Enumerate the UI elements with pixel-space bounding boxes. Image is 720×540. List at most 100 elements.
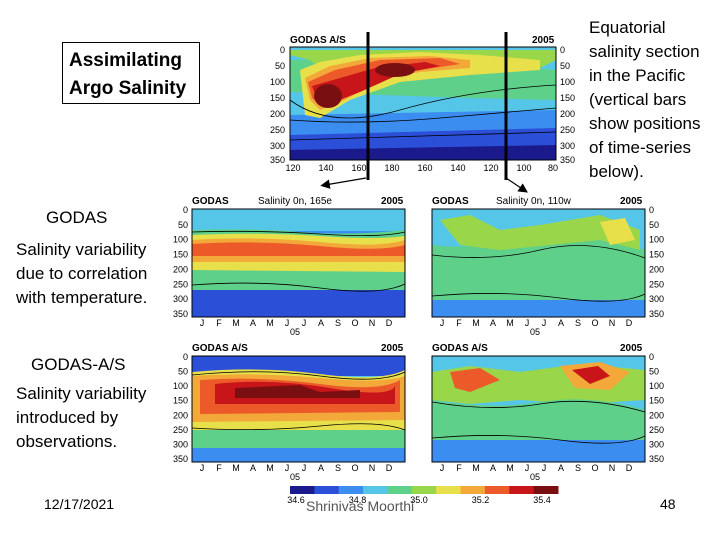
depth-tick-label: 150 <box>649 396 664 406</box>
x-tick-label: 120 <box>285 163 300 173</box>
colorbar-label: 34.8 <box>349 495 367 505</box>
desc-line: Salinity variability <box>16 384 147 403</box>
month-tick-label: F <box>216 318 222 328</box>
month-tick-label: D <box>626 318 633 328</box>
month-tick-label: N <box>609 318 616 328</box>
panel-godas-165e: GODAS Salinity 0n, 165e 2005 <box>191 196 406 318</box>
colorbar-label: 35.2 <box>472 495 490 505</box>
depth-tick-label: 300 <box>173 294 188 304</box>
colorbar-label: 34.6 <box>287 495 305 505</box>
depth-tick-label: 50 <box>649 367 659 377</box>
month-tick-label: A <box>250 463 256 473</box>
depth-tick-label: 350 <box>173 454 188 464</box>
month-tick-label: M <box>472 463 480 473</box>
core-maximum <box>375 63 415 77</box>
panel-label: GODAS A/S <box>432 343 488 354</box>
depth-tick-label: 250 <box>173 279 188 289</box>
depth-tick-label: 200 <box>173 410 188 420</box>
colorbar-swatch <box>509 486 535 494</box>
caption-line: below). <box>589 162 644 181</box>
top-section-plot: GODAS A/S 2005 0 50 100 150 200 250 300 … <box>270 35 575 173</box>
caption-line: Equatorial <box>589 18 666 37</box>
caption-line: show positions <box>589 114 701 133</box>
month-tick-label: D <box>386 318 393 328</box>
contour-line <box>191 371 406 380</box>
month-tick-label: J <box>440 463 445 473</box>
month-tick-label: J <box>302 318 307 328</box>
depth-tick-label: 100 <box>173 235 188 245</box>
month-tick-label: A <box>318 463 324 473</box>
month-tick-label: A <box>558 463 564 473</box>
x-tick-label: 160 <box>351 163 366 173</box>
depth-tick-label: 50 <box>649 220 659 230</box>
slide-title: Assimilating Argo Salinity <box>62 42 200 104</box>
band <box>235 385 360 398</box>
x-tick-label: 140 <box>450 163 465 173</box>
desc-line: due to correlation <box>16 264 148 283</box>
depth-tick-label: 150 <box>173 396 188 406</box>
month-tick-label: M <box>232 463 240 473</box>
arrow-to-165e-panel <box>320 177 367 189</box>
month-tick-label: M <box>506 318 514 328</box>
month-tick-label: S <box>575 318 581 328</box>
panel-year: 2005 <box>620 343 643 354</box>
month-tick-label: S <box>335 318 341 328</box>
month-tick-label: O <box>351 463 358 473</box>
month-tick-label: A <box>490 318 496 328</box>
panel-frame <box>191 208 406 318</box>
page-number: 48 <box>660 496 676 512</box>
month-tick-label: N <box>609 463 616 473</box>
deep-layer <box>192 448 405 462</box>
colorbar-swatch <box>338 486 364 494</box>
contour-line <box>431 293 646 302</box>
month-tick-label: J <box>200 463 205 473</box>
top-y-ticks-left: 0 50 100 150 200 250 300 350 <box>270 45 285 165</box>
y-tick-label: 250 <box>270 125 285 135</box>
depth-tick-label: 300 <box>649 439 664 449</box>
panel-godas-as-110w: GODAS A/S 2005 <box>431 343 646 463</box>
month-tick-label: D <box>386 463 393 473</box>
month-tick-label: O <box>351 318 358 328</box>
month-tick-label: S <box>335 463 341 473</box>
surface-layer <box>192 209 405 231</box>
caption-line: salinity section <box>589 42 700 61</box>
band <box>192 242 405 256</box>
depth-tick-label: 200 <box>173 264 188 274</box>
month-tick-label: F <box>456 463 462 473</box>
panel-godas-110w: GODAS Salinity 0n, 110w 2005 <box>431 196 646 318</box>
depth-tick-label: 50 <box>178 367 188 377</box>
contour-line <box>289 107 557 123</box>
depth-tick-label: 0 <box>183 352 188 362</box>
month-tick-label: M <box>472 318 480 328</box>
month-tick-label: J <box>302 463 307 473</box>
depth-tick-label: 200 <box>649 410 664 420</box>
colorbar-swatch <box>314 486 340 494</box>
contour-line <box>191 282 406 292</box>
slide-author: Shrinivas Moorthi <box>306 498 415 514</box>
month-tick-label: A <box>250 318 256 328</box>
deep-water-band <box>290 145 556 160</box>
month-tick-label: J <box>542 463 547 473</box>
colorbar-label: 35.0 <box>410 495 428 505</box>
y-tick-label: 200 <box>560 109 575 119</box>
depth-tick-label: 0 <box>183 205 188 215</box>
top-plot-year: 2005 <box>532 35 555 46</box>
godas-as-heading: GODAS-A/S <box>31 355 126 374</box>
godas-heading: GODAS <box>46 208 108 227</box>
depth-tick-label: 300 <box>649 294 664 304</box>
month-tick-label: M <box>266 318 274 328</box>
month-tick-label: N <box>369 318 376 328</box>
colorbar-swatch <box>363 486 388 494</box>
colorbar-swatch <box>387 486 413 494</box>
top-x-ticks: 120 140 160 180 160 140 120 100 80 <box>285 163 558 173</box>
depth-tick-label: 350 <box>649 454 664 464</box>
deep-layer <box>432 440 645 462</box>
caption-line: of time-series <box>589 138 692 157</box>
month-tick-label: J <box>525 318 530 328</box>
x-tick-label: 160 <box>417 163 432 173</box>
band <box>440 215 640 250</box>
panel-frame <box>191 355 406 463</box>
panel-label: GODAS <box>432 196 469 207</box>
desc-line: introduced by <box>16 408 119 427</box>
colorbar-swatch <box>411 486 437 494</box>
